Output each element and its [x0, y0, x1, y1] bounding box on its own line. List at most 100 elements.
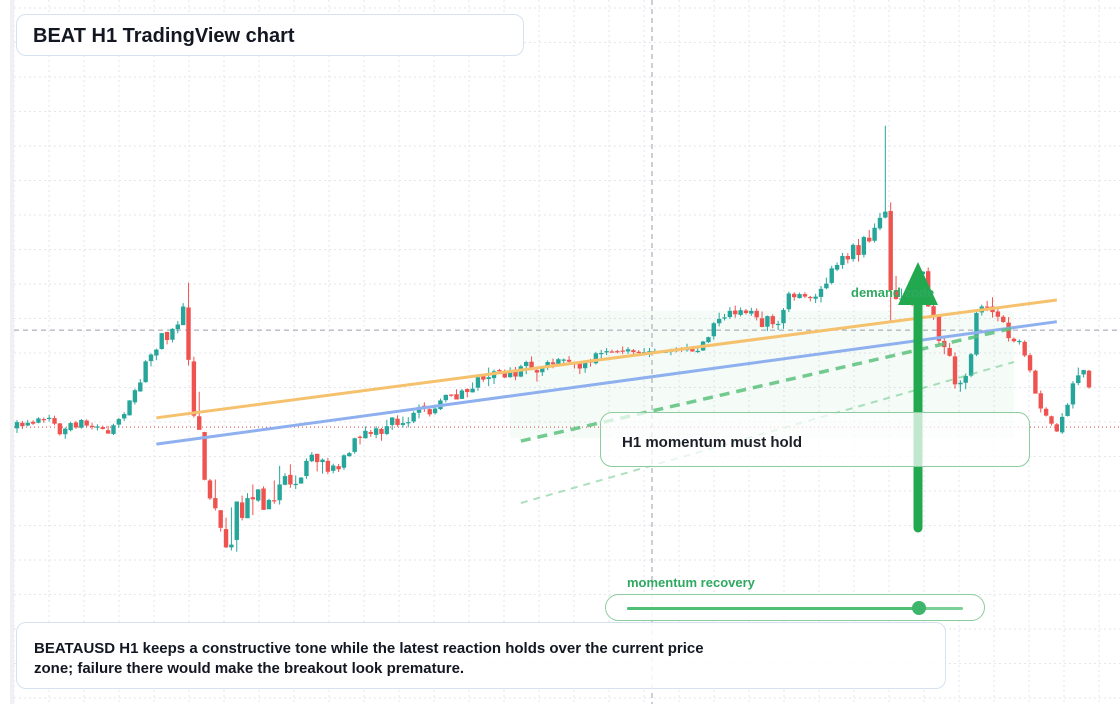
candle-body — [373, 428, 379, 435]
chart-title: BEAT H1 TradingView chart — [33, 25, 295, 47]
chart-title-box: BEAT H1 TradingView chart — [16, 14, 524, 56]
momentum-hold-label: H1 momentum must hold — [622, 434, 803, 451]
candle-body — [411, 412, 416, 422]
candle-body — [84, 420, 89, 426]
candle-body — [266, 499, 272, 510]
candle-body — [363, 430, 368, 439]
candle-body — [738, 310, 743, 315]
candle-body — [625, 349, 631, 352]
candle-body — [722, 317, 727, 319]
candle-body — [30, 421, 36, 424]
candle-body — [502, 370, 507, 378]
candle-body — [952, 356, 958, 385]
candle-body — [470, 388, 475, 393]
candle-body — [384, 426, 390, 434]
candle-body — [250, 497, 256, 500]
candle-body — [1022, 341, 1027, 356]
candle-body — [813, 296, 818, 299]
candle-body — [1070, 383, 1076, 405]
candle-body — [561, 359, 566, 361]
candle-body — [599, 353, 604, 355]
slider-track[interactable] — [627, 601, 963, 615]
candle-body — [577, 363, 582, 369]
candle-body — [604, 351, 609, 353]
candle-body — [95, 426, 100, 428]
candle-body — [1086, 370, 1092, 388]
candle-body — [958, 382, 963, 385]
candle-body — [1081, 370, 1086, 375]
candle-body — [716, 318, 722, 324]
candle-body — [368, 432, 373, 434]
candle-body — [1001, 316, 1006, 323]
candle-body — [448, 394, 454, 396]
candle-body — [175, 324, 180, 330]
candle-body — [984, 306, 990, 308]
candle-body — [845, 255, 850, 260]
candle-body — [132, 390, 138, 403]
candle-body — [138, 382, 143, 392]
candle-body — [792, 293, 797, 298]
momentum-recovery-slider[interactable] — [605, 594, 985, 621]
candle-body — [963, 375, 968, 383]
candle-body — [1049, 416, 1054, 424]
candle-body — [834, 264, 840, 270]
candle-body — [395, 418, 400, 425]
candle-body — [304, 460, 309, 477]
candle-body — [357, 436, 363, 438]
candle-body — [620, 350, 625, 352]
candle-body — [186, 307, 191, 360]
candle-body — [148, 354, 154, 362]
candle-body — [867, 237, 872, 242]
momentum-recovery-label: momentum recovery — [627, 575, 755, 590]
candle-body — [1011, 338, 1017, 342]
orange-trendline — [156, 298, 1058, 420]
candle-body — [850, 244, 856, 260]
candle-body — [582, 362, 588, 369]
candle-body — [223, 529, 229, 548]
candle-body — [239, 502, 245, 518]
candle-body — [786, 293, 792, 310]
candle-body — [1060, 416, 1065, 433]
analysis-note: BEATAUSD H1 keeps a constructive tone wh… — [34, 640, 704, 677]
candle-body — [1043, 408, 1049, 416]
candle-body — [1038, 393, 1043, 409]
candle-body — [341, 455, 347, 468]
candle-body — [1017, 340, 1022, 343]
candle-body — [197, 416, 202, 430]
candle-body — [507, 370, 513, 378]
candle-body — [105, 430, 111, 434]
candle-body — [336, 466, 341, 470]
candle-body — [180, 306, 186, 326]
candle-body — [872, 227, 877, 241]
candle-body — [245, 498, 250, 519]
candle-body — [213, 498, 218, 509]
candle-body — [207, 480, 213, 499]
slider-knob[interactable] — [912, 601, 927, 615]
candle-body — [379, 428, 384, 434]
candle-body — [856, 245, 861, 256]
candle-body — [888, 211, 893, 291]
candle-body — [883, 211, 888, 218]
arrow-head — [898, 262, 938, 305]
candle-body — [127, 400, 132, 416]
candle-body — [775, 323, 781, 326]
candle-body — [770, 316, 775, 325]
candle-body — [947, 348, 952, 356]
candle-body — [320, 459, 325, 463]
candle-body — [781, 309, 786, 324]
candle-body — [170, 328, 175, 340]
candle-body — [159, 333, 164, 349]
candle-body — [154, 349, 159, 356]
candle-body — [14, 422, 20, 429]
candle-body — [111, 425, 116, 434]
candle-body — [432, 408, 438, 414]
candle-body — [727, 310, 733, 318]
candle-body — [331, 465, 336, 471]
candle-body — [711, 323, 716, 337]
candle-body — [475, 377, 481, 388]
candle-body — [191, 361, 197, 416]
candle-body — [797, 294, 802, 299]
left-edge — [10, 0, 14, 704]
candle-body — [556, 359, 561, 364]
candle-body — [164, 331, 170, 340]
